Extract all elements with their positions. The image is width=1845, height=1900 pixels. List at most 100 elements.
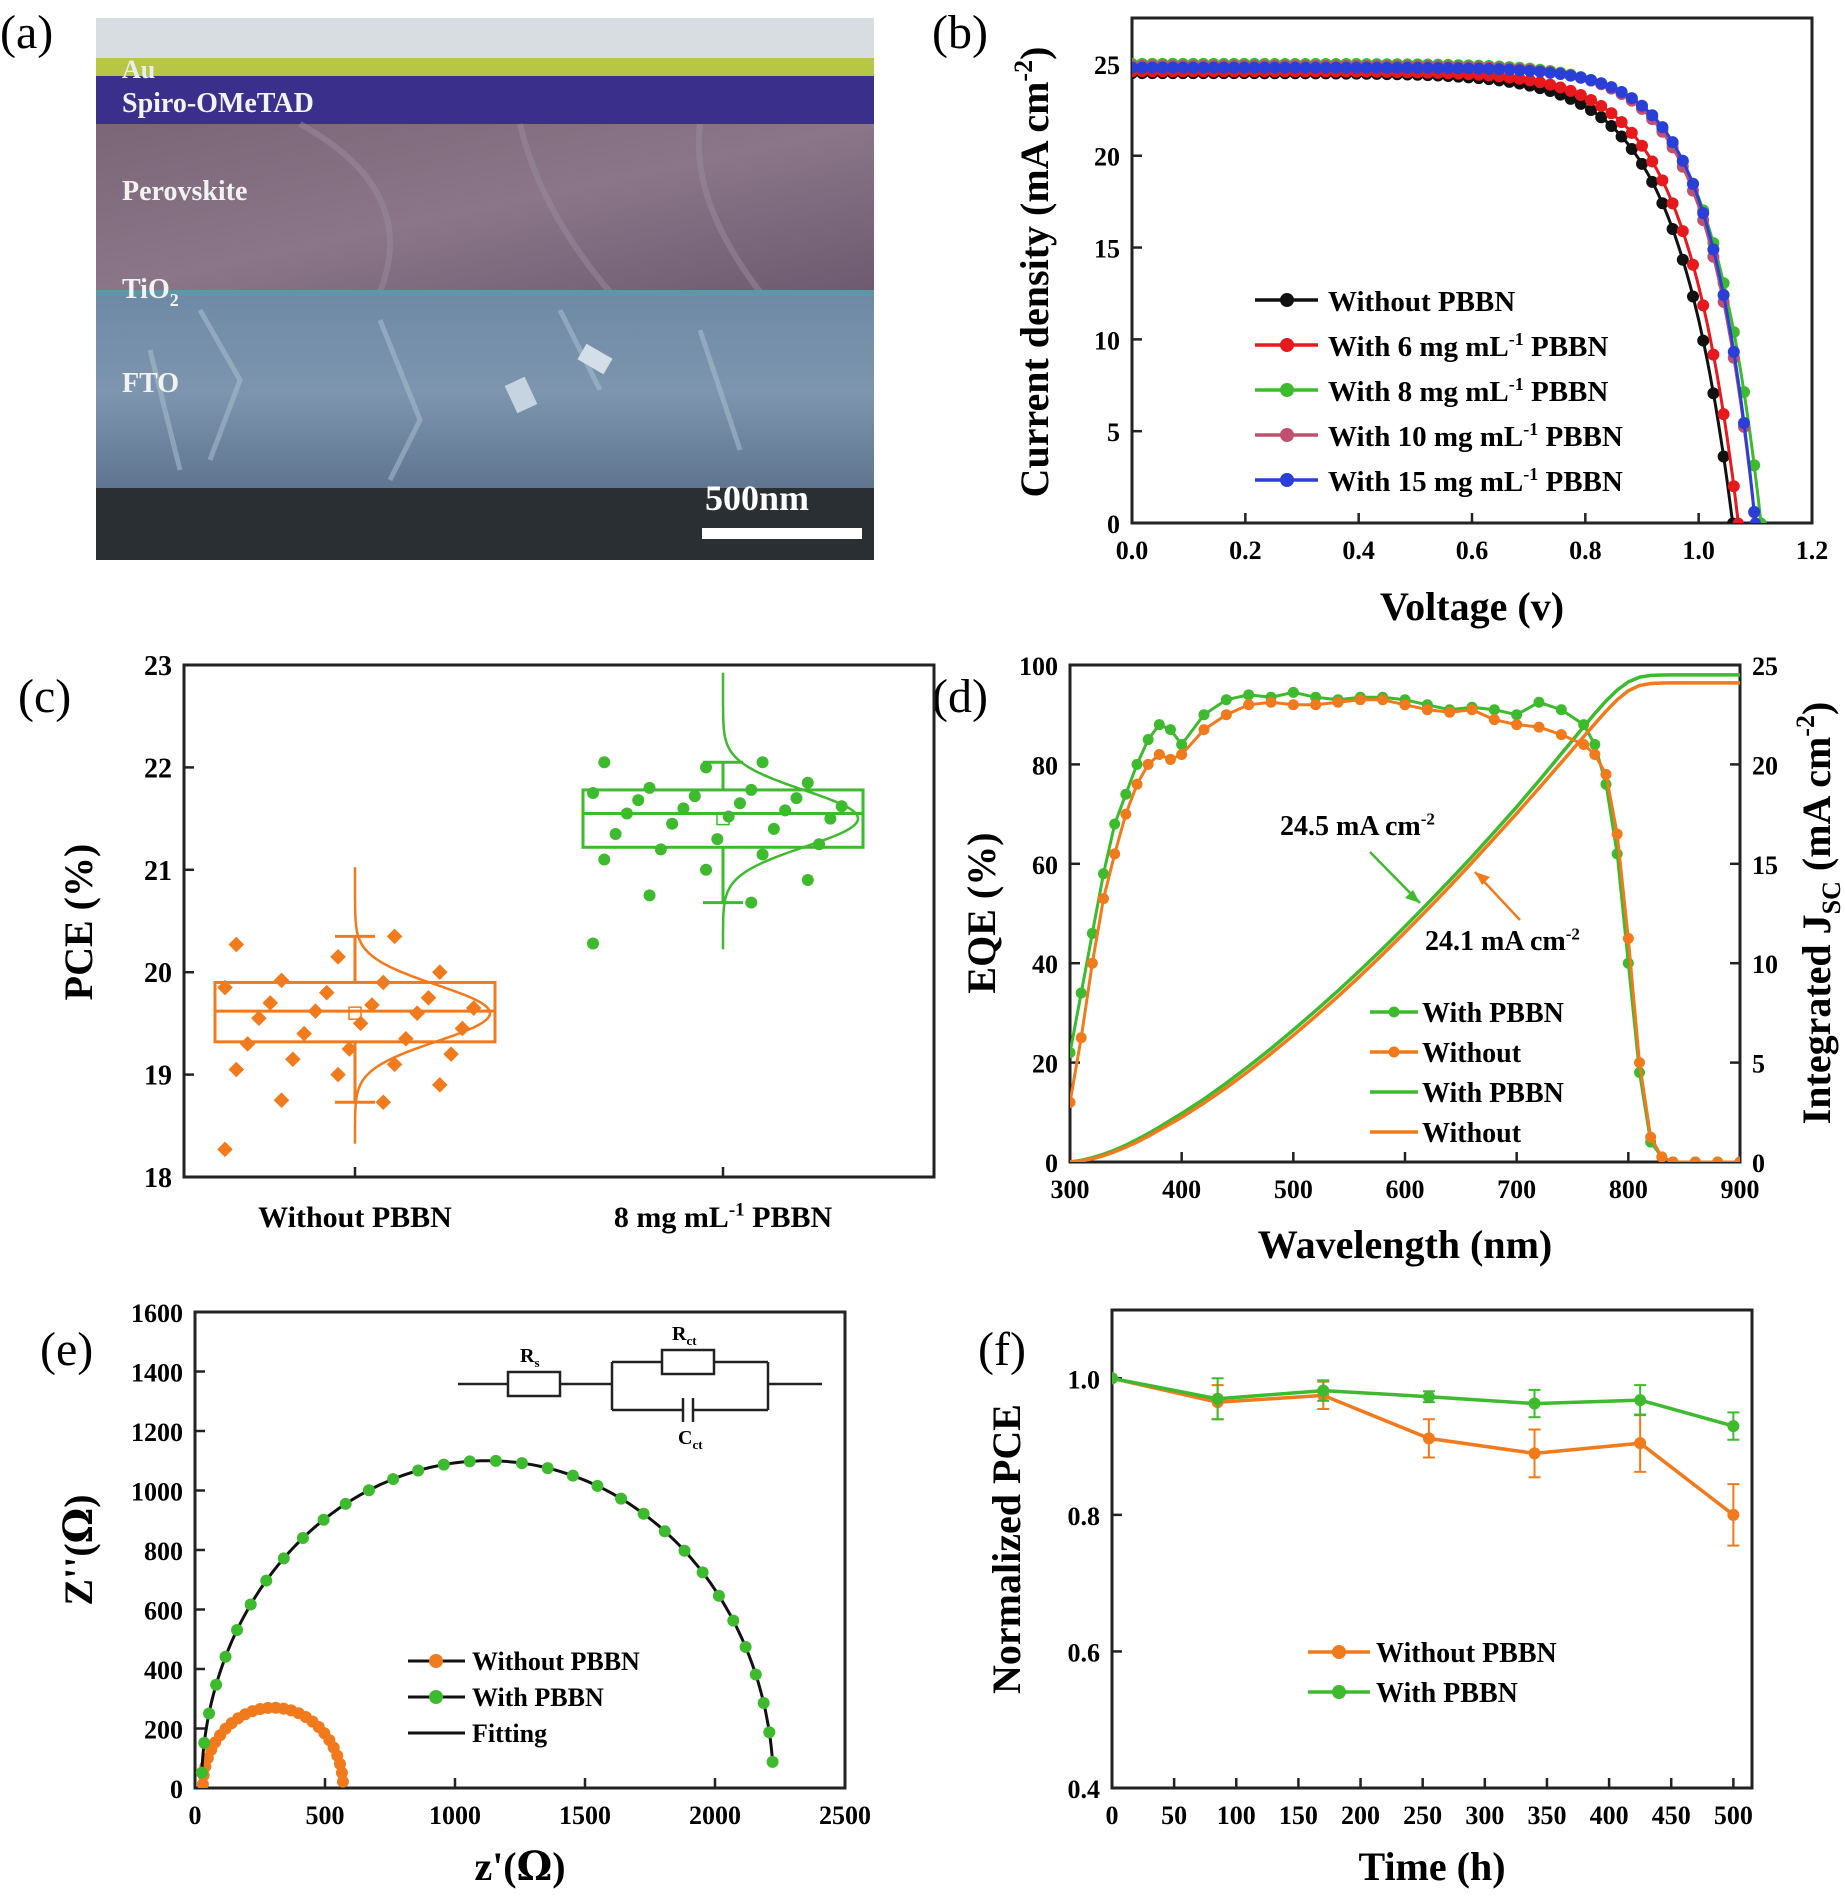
data-point xyxy=(1605,120,1618,133)
data-point xyxy=(330,949,346,965)
equivalent-circuit xyxy=(458,1348,822,1422)
data-point xyxy=(756,848,769,861)
data-point xyxy=(1488,714,1500,726)
data-point xyxy=(779,804,792,817)
legend-label: With 8 mg mL-1 PBBN xyxy=(1328,374,1608,408)
panel-letter-a: (a) xyxy=(0,6,53,59)
sem-label-fto: FTO xyxy=(122,368,179,399)
legend-label: With 6 mg mL-1 PBBN xyxy=(1328,329,1608,363)
data-point xyxy=(386,928,403,945)
data-point xyxy=(1534,76,1546,89)
data-point xyxy=(541,1462,554,1475)
data-point xyxy=(1220,709,1232,721)
data-point xyxy=(375,974,392,991)
data-point xyxy=(1310,699,1322,711)
x-tick-label: 1000 xyxy=(429,1801,481,1830)
y-tick-label: 0.6 xyxy=(1068,1638,1101,1667)
y-tick-label: 0 xyxy=(1045,1149,1058,1178)
y-tick-label: 15 xyxy=(1094,235,1120,264)
data-point xyxy=(1131,758,1143,770)
y-tick-label: 20 xyxy=(144,958,172,989)
y2-tick-label: 0 xyxy=(1752,1149,1765,1178)
data-point xyxy=(1142,758,1154,770)
legend-label: With PBBN xyxy=(472,1683,604,1712)
chart-e-legend: Without PBBN With PBBN Fitting xyxy=(408,1647,640,1748)
data-point xyxy=(1707,243,1720,256)
data-point xyxy=(722,810,735,823)
chart-d-ylabel2: Integrated JSC (mA cm-2) xyxy=(1791,702,1845,1125)
sem-top-background xyxy=(96,18,874,58)
data-point xyxy=(1634,1394,1647,1407)
y-tick-label: 0.4 xyxy=(1068,1775,1101,1804)
y-tick-label: 40 xyxy=(1032,950,1058,979)
x-category-label: Without PBBN xyxy=(258,1201,452,1234)
legend-label: With PBBN xyxy=(1422,1078,1564,1109)
mean-marker xyxy=(348,1006,362,1020)
data-point xyxy=(1198,724,1210,736)
data-point xyxy=(1493,63,1506,76)
data-point xyxy=(1391,61,1404,74)
data-point xyxy=(1636,139,1648,152)
x-tick-label: 350 xyxy=(1527,1801,1566,1830)
chart-f-legend: Without PBBN With PBBN xyxy=(1308,1638,1557,1709)
data-point xyxy=(443,1046,459,1062)
data-point xyxy=(1279,61,1291,74)
data-point xyxy=(1109,848,1121,860)
data-point xyxy=(1370,61,1383,74)
x-tick-label: 0.4 xyxy=(1342,536,1375,565)
y-tick-label: 400 xyxy=(144,1656,183,1685)
x-tick-label: 1.0 xyxy=(1682,536,1715,565)
data-point xyxy=(437,1458,450,1471)
y-tick-label: 5 xyxy=(1107,418,1120,447)
legend-label: Without xyxy=(1422,1038,1522,1069)
legend-marker xyxy=(429,1654,443,1668)
circuit-label-rct: Rct xyxy=(672,1323,697,1348)
data-point xyxy=(1401,61,1414,74)
data-point xyxy=(1634,1057,1645,1069)
data-point xyxy=(1727,480,1740,493)
distribution-curve xyxy=(721,672,860,950)
data-point xyxy=(1727,345,1740,358)
data-point xyxy=(260,1574,273,1587)
data-point xyxy=(1399,699,1411,711)
y-tick-label: 1000 xyxy=(131,1478,183,1507)
data-point xyxy=(632,794,645,807)
y-tick-label: 20 xyxy=(1094,143,1120,172)
y-tick-label: 100 xyxy=(1019,652,1058,681)
data-point xyxy=(1534,65,1546,78)
chart-c: 18 19 20 21 22 23 Without PBBN 8 mg mL-1 PBBN P… xyxy=(56,651,936,1234)
data-point xyxy=(1466,704,1478,716)
data-point xyxy=(1243,689,1255,701)
chart-f-ylabel: Normalized PCE xyxy=(984,1404,1029,1694)
data-point xyxy=(432,1077,448,1093)
panel-letter-e: (e) xyxy=(40,1323,93,1376)
data-point xyxy=(1615,85,1628,98)
data-point xyxy=(1330,61,1342,74)
data-point xyxy=(711,833,724,846)
data-point xyxy=(1687,178,1699,191)
data-point xyxy=(231,1624,244,1637)
data-point xyxy=(767,822,780,835)
data-point xyxy=(398,1030,414,1047)
data-point xyxy=(1523,64,1536,77)
data-point xyxy=(1243,699,1255,711)
data-point xyxy=(712,1589,725,1602)
data-point xyxy=(1646,175,1659,188)
data-point xyxy=(637,1507,650,1520)
y-tick-label: 10 xyxy=(1094,326,1120,355)
data-point xyxy=(1749,517,1761,523)
data-point xyxy=(1452,62,1465,75)
data-point xyxy=(1589,739,1601,751)
data-point xyxy=(1554,81,1567,94)
data-point xyxy=(1697,299,1710,312)
legend-marker xyxy=(1388,1006,1400,1018)
data-point xyxy=(228,936,245,953)
y-tick-label: 21 xyxy=(144,856,172,887)
data-point xyxy=(1676,225,1689,238)
chart-d-series xyxy=(1070,673,1740,1162)
data-point xyxy=(307,1003,324,1019)
data-point xyxy=(386,1056,403,1073)
data-point xyxy=(1317,1384,1330,1397)
legend-label: Fitting xyxy=(472,1719,547,1748)
